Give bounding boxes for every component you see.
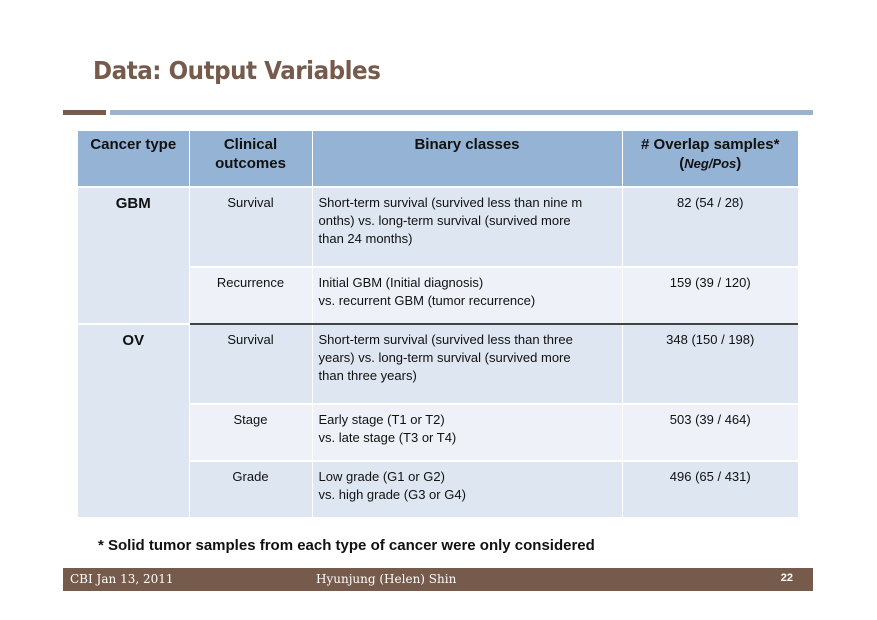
header-overlap-line1: # Overlap samples* xyxy=(641,136,780,153)
binary-line: vs. high grade (G3 or G4) xyxy=(318,487,466,502)
binary-classes-cell: Early stage (T1 or T2) vs. late stage (T… xyxy=(312,404,623,462)
samples-cell: 159 (39 / 120) xyxy=(622,267,798,325)
binary-line: Initial GBM (Initial diagnosis) xyxy=(318,275,484,290)
samples-cell: 496 (65 / 431) xyxy=(622,461,798,519)
header-overlap-open: ( xyxy=(679,155,685,172)
footer-presenter: Hyunjung (Helen) Shin xyxy=(316,572,457,586)
binary-classes-cell: Initial GBM (Initial diagnosis) vs. recu… xyxy=(312,267,623,325)
binary-line: Low grade (G1 or G2) xyxy=(318,469,445,484)
binary-line: than three years) xyxy=(318,368,417,383)
header-overlap-samples: # Overlap samples* (Neg/Pos) xyxy=(622,131,798,188)
slide-footer: CBI Jan 13, 2011 Hyunjung (Helen) Shin 2… xyxy=(63,568,813,591)
header-overlap-negpos: Neg/Pos xyxy=(684,156,737,171)
header-overlap-close: ) xyxy=(736,155,742,172)
samples-cell: 348 (150 / 198) xyxy=(622,324,798,405)
samples-cell: 82 (54 / 28) xyxy=(622,187,798,268)
table-row: Recurrence Initial GBM (Initial diagnosi… xyxy=(78,267,798,325)
cancer-type-ov: OV xyxy=(78,324,190,519)
outcome-cell: Recurrence xyxy=(189,267,313,325)
binary-line: years) vs. long-term survival (survived … xyxy=(318,350,571,365)
header-clinical-line1: Clinical xyxy=(223,136,278,153)
cancer-type-gbm: GBM xyxy=(78,187,190,325)
title-rule xyxy=(110,110,813,115)
output-variables-table: Cancer type Clinical outcomes Binary cla… xyxy=(78,131,798,519)
binary-line: Short-term survival (survived less than … xyxy=(318,332,573,347)
outcome-cell: Stage xyxy=(189,404,313,462)
page-number: 22 xyxy=(780,572,793,584)
title-rule-accent xyxy=(63,110,106,115)
binary-line: Early stage (T1 or T2) xyxy=(318,412,445,427)
header-clinical-outcomes: Clinical outcomes xyxy=(189,131,313,188)
binary-line: vs. late stage (T3 or T4) xyxy=(318,430,457,445)
header-binary-classes: Binary classes xyxy=(312,131,623,188)
table-header-row: Cancer type Clinical outcomes Binary cla… xyxy=(78,131,798,188)
binary-line: Short-term survival (survived less than … xyxy=(318,195,583,210)
outcome-cell: Survival xyxy=(189,187,313,268)
footnote: * Solid tumor samples from each type of … xyxy=(98,537,595,554)
binary-classes-cell: Low grade (G1 or G2) vs. high grade (G3 … xyxy=(312,461,623,519)
header-clinical-line2: outcomes xyxy=(215,155,286,172)
binary-classes-cell: Short-term survival (survived less than … xyxy=(312,324,623,405)
table-row: OV Survival Short-term survival (survive… xyxy=(78,324,798,519)
outcome-cell: Survival xyxy=(189,324,313,405)
table-row: GBM Survival Short-term survival (surviv… xyxy=(78,187,798,325)
binary-line: vs. recurrent GBM (tumor recurrence) xyxy=(318,293,536,308)
outcome-cell: Grade xyxy=(189,461,313,519)
table-row: Grade Low grade (G1 or G2) vs. high grad… xyxy=(78,461,798,519)
header-cancer-type: Cancer type xyxy=(78,131,190,188)
binary-line: than 24 months) xyxy=(318,231,413,246)
binary-classes-cell: Short-term survival (survived less than … xyxy=(312,187,623,268)
binary-line: onths) vs. long-term survival (survived … xyxy=(318,213,571,228)
slide-title: Data: Output Variables xyxy=(93,56,381,85)
samples-cell: 503 (39 / 464) xyxy=(622,404,798,462)
table-row: Stage Early stage (T1 or T2) vs. late st… xyxy=(78,404,798,462)
footer-event-date: CBI Jan 13, 2011 xyxy=(70,572,174,586)
